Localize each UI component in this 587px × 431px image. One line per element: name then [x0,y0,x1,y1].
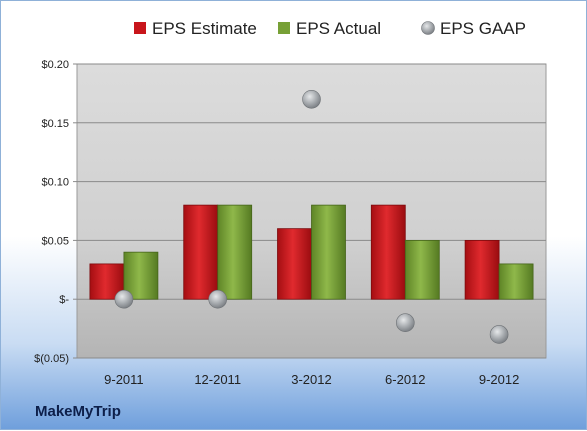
eps-actual-bar [217,204,253,300]
eps-estimate-bar [370,204,406,300]
y-tick-label: $(0.05) [34,353,69,365]
x-tick-label: 3-2012 [291,372,331,387]
eps-actual-bar [498,263,534,300]
y-tick-label: $0.20 [41,59,69,71]
legend-label: EPS GAAP [440,19,526,38]
x-tick-label: 9-2011 [104,372,144,387]
eps-gaap-point [208,289,227,309]
legend-label: EPS Estimate [152,19,257,38]
eps-gaap-point [395,313,415,333]
legend-label: EPS Actual [296,19,381,38]
x-tick-label: 9-2012 [479,372,519,387]
y-tick-label: $0.10 [41,177,69,189]
brand-label: MakeMyTrip [35,403,121,420]
eps-actual-bar [123,251,159,300]
legend-swatch [278,22,290,34]
eps-estimate-bar [183,204,219,300]
x-tick-label: 6-2012 [385,372,425,387]
y-tick-label: $- [59,294,69,306]
eps-actual-bar [311,204,346,300]
y-tick-label: $0.15 [41,118,69,130]
legend-swatch [421,21,435,35]
eps-estimate-bar [277,228,312,300]
eps-gaap-point [302,89,321,109]
eps-gaap-point [114,289,134,309]
x-tick-label: 12-2011 [194,372,241,387]
eps-actual-bar [404,239,440,300]
legend-swatch [134,22,146,34]
eps-estimate-bar [464,239,500,300]
eps-gaap-point [489,325,509,344]
y-tick-label: $0.05 [41,235,69,247]
